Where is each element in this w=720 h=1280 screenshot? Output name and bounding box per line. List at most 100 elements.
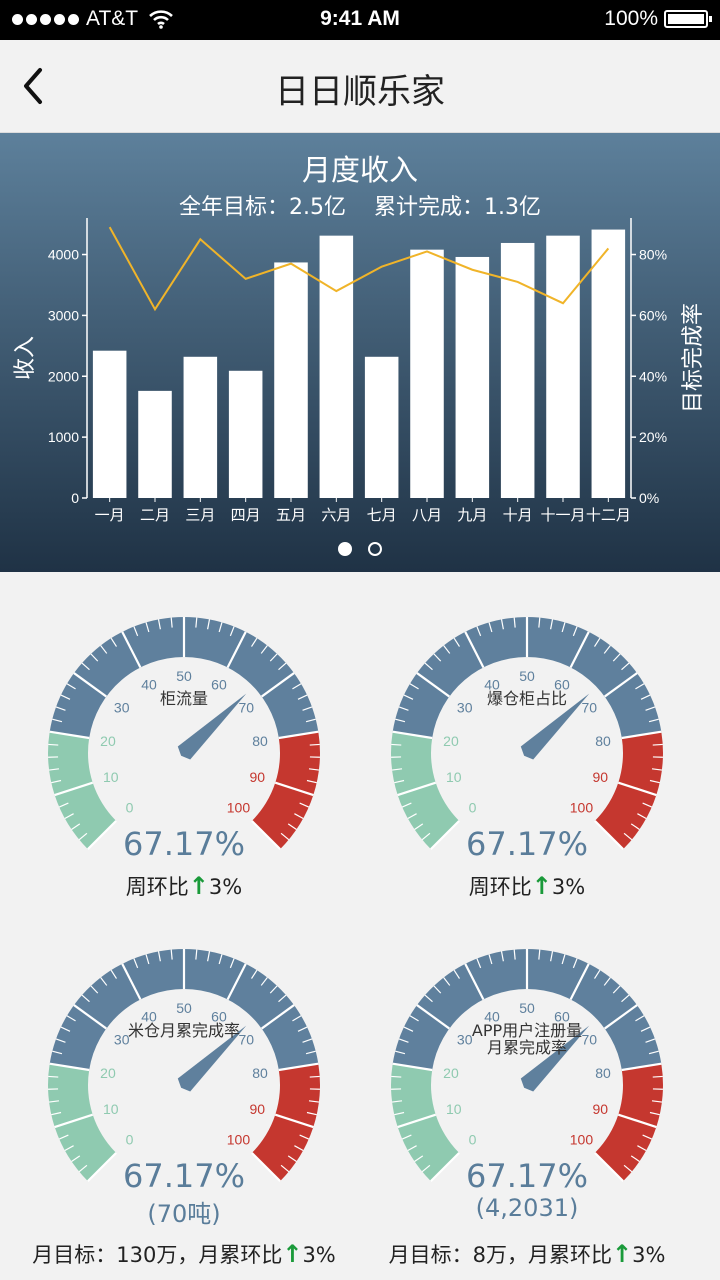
gauge-tick [409,683,419,690]
gauge-scale-label: 50 [519,668,535,684]
gauge-tick [594,1152,624,1182]
gauge-scale-label: 60 [554,676,570,692]
page-dot-1[interactable] [338,542,352,556]
gauge-tick [407,813,417,820]
bar[interactable] [591,229,626,498]
gauge-scale-label: 70 [582,700,598,716]
y2-tick-label: 0% [639,490,659,506]
x-tick-label: 十月 [503,506,533,524]
gauge-tick [421,1164,431,1173]
gauge-app-registrations[interactable]: 0 10 20 30 40 50 60 70 80 90 100 APP用户注册量 月累完成率 67.17… [389,947,690,1268]
gauge-tick [651,768,663,771]
bar[interactable] [319,235,354,499]
gauge-tick [207,951,211,962]
gauge-tick [443,645,451,654]
gauge-tick [55,706,66,711]
gauge-title: 柜流量 [47,690,321,707]
gauge-tick [488,954,493,965]
gauge-tick [251,969,258,979]
bar[interactable] [455,256,490,498]
navigation-bar: 日日顺乐家 [0,40,720,133]
gauge-title: APP用户注册量 月累完成率 [390,1022,664,1056]
bar[interactable] [500,242,535,498]
gauge-rice-warehouse[interactable]: 0 10 20 30 40 50 60 70 80 90 100 米仓月累完成率 67.17% (70吨)… [32,947,347,1268]
gauge-footer: 月目标：8万，月累环比↑3% [350,1239,704,1269]
bar[interactable] [274,262,308,498]
gauge-tick [218,954,223,965]
gauge-tick [100,977,108,986]
gauge-footer: 月目标：130万，月累环比↑3% [7,1239,361,1269]
gauge-scale-label: 100 [227,1131,251,1147]
x-tick-label: 七月 [367,506,397,524]
y2-tick-label: 40% [639,368,667,384]
gauge-tick [649,779,660,784]
gauge-scale-label: 100 [227,799,251,815]
bar[interactable] [228,370,263,498]
gauge-scale-label: 80 [595,1065,611,1081]
gauge-dial: 0 10 20 30 40 50 60 70 80 90 100 [48,949,321,1182]
gauge-band-mid [49,949,319,1070]
annual-target: 全年目标：2.5亿 [179,195,346,220]
arrow-up-icon: ↑ [188,872,209,900]
gauge-tick [394,1111,405,1116]
gauge-tick [287,1155,297,1162]
x-tick-label: 十一月 [540,506,585,524]
chart-title: 月度收入 [301,153,418,187]
gauge-tick [51,779,62,784]
gauge-tick [642,802,653,808]
gauge-tick [145,954,150,965]
bar[interactable] [364,356,399,498]
gauge-tick [414,823,424,830]
bar[interactable] [138,390,172,498]
gauge-tick [623,1164,633,1173]
gauge-tick [51,1111,62,1116]
gauge-tick [635,683,645,690]
bar[interactable] [410,249,444,498]
gauge-tick [278,994,287,1003]
gauge-tick [649,1111,660,1116]
gauge-scale-label: 0 [469,799,477,815]
gauge-tick [621,730,662,740]
gauge-scale-label: 30 [457,700,473,716]
gauge-tick [58,1134,69,1140]
gauge-cabinet-flow[interactable]: 0 10 20 30 40 50 60 70 80 90 100 柜流量 67.17% 周环比↑3% [47,615,347,915]
gauge-scale-label: 10 [103,769,119,785]
gauge-scale-label: 90 [592,1101,608,1117]
gauge-tick [195,949,198,960]
gauge-tick [430,820,460,850]
gauge-scale-label: 80 [595,733,611,749]
arrow-up-icon: ↑ [611,1240,633,1268]
gauge-overflow-ratio[interactable]: 0 10 20 30 40 50 60 70 80 90 100 爆仓柜占比 67.17% 周环比↑3% [390,615,690,915]
chart-subtitle: 全年目标：2.5亿 累计完成：1.3亿 [0,189,720,221]
gauge-tick [54,1113,94,1129]
gauge-tick [572,958,578,969]
gauge-tick [48,768,60,771]
y-tick-label: 3000 [48,307,79,323]
gauge-tick [81,662,90,671]
gauge-tick [651,1100,663,1103]
bar[interactable] [92,350,127,498]
gauge-title-line: 米仓月累完成率 [127,1021,240,1040]
gauge-tick [55,1038,66,1043]
gauge-tick [52,1050,63,1055]
gauge-tick [621,1062,662,1072]
gauge-scale-label: 40 [141,1008,157,1024]
y-tick-label: 4000 [48,247,79,263]
page-dot-2[interactable] [368,542,382,556]
gauge-tick [261,672,295,698]
gauge-tick [157,619,161,630]
bar[interactable] [546,235,580,499]
gauge-tick [652,743,663,746]
gauge-tick [306,1111,317,1116]
gauge-scale-label: 100 [570,799,594,815]
x-tick-label: 一月 [95,506,125,524]
bar[interactable] [183,356,218,498]
gauge-tick [52,718,63,723]
back-button[interactable] [18,64,58,108]
gauge-tick [569,963,590,1000]
x-tick-label: 三月 [185,506,215,524]
revenue-chart-panel[interactable]: 0 1000 2000 3000 4000 0% 20% 40% 60% 80% 收入 目标完成率 一月… [0,133,720,572]
gauge-scale-label: 50 [519,1000,535,1016]
gauge-value: 67.17% [465,825,588,863]
gauge-scale-label: 60 [211,1008,227,1024]
